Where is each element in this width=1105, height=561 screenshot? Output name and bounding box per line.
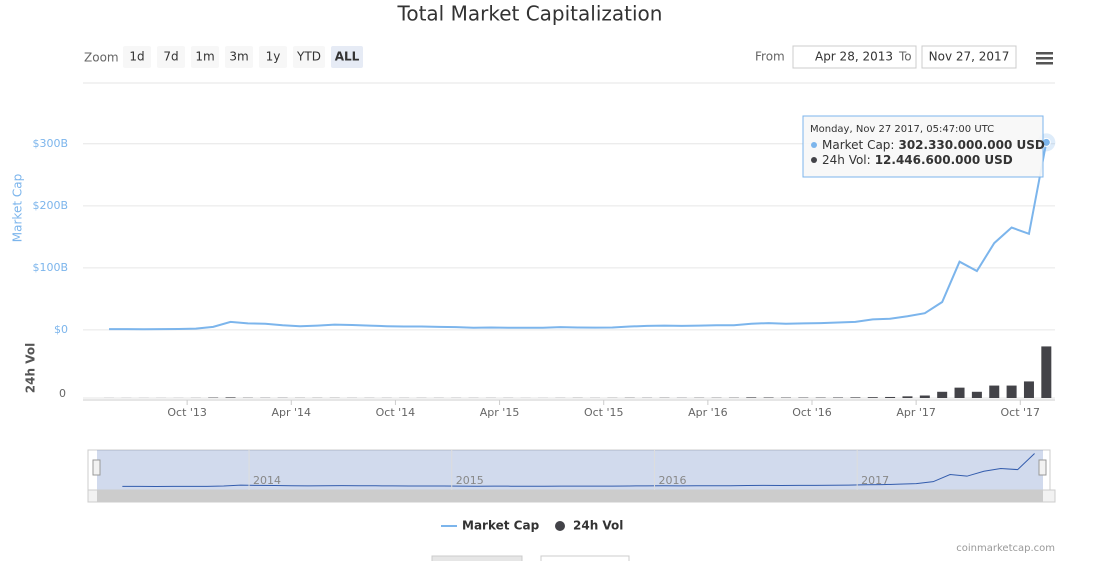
menu-bar	[1036, 57, 1053, 60]
zoom-button[interactable]	[293, 46, 325, 68]
tab[interactable]	[431, 555, 523, 561]
volume-bar	[1023, 381, 1034, 398]
volume-bar	[867, 397, 878, 398]
y-tick-label: $100B	[32, 261, 68, 274]
volume-bar	[937, 391, 948, 398]
x-tick-label: Apr '15	[480, 406, 520, 419]
tooltip-row: Market Cap: 302.330.000.000 USD	[822, 138, 1045, 152]
tooltip	[802, 115, 1044, 178]
zoom-button[interactable]	[259, 46, 287, 68]
volume-bar	[225, 397, 236, 398]
tooltip-row: 24h Vol: 12.446.600.000 USD	[822, 153, 1013, 167]
navigator-line	[122, 453, 1035, 487]
tooltip-dot	[811, 157, 817, 163]
x-tick-label: Oct '16	[792, 406, 832, 419]
to-label: To	[898, 50, 912, 64]
chart-title: Total Market Capitalization	[397, 2, 663, 26]
volume-bar	[746, 397, 757, 398]
volume-bar	[919, 395, 930, 398]
volume-bar	[902, 396, 913, 398]
legend-label[interactable]: Market Cap	[462, 519, 540, 533]
x-tick-label: Oct '14	[376, 406, 416, 419]
navigator-label: 2017	[861, 474, 889, 487]
legend-symbol[interactable]	[555, 521, 565, 531]
menu-bar	[1036, 52, 1053, 55]
y-tick-label: $200B	[32, 199, 68, 212]
line	[109, 142, 1048, 331]
tooltip-label: Market Cap:	[822, 138, 894, 152]
to-input[interactable]	[921, 45, 1017, 69]
menu-button[interactable]	[1036, 52, 1053, 65]
scrollbar-thumb[interactable]	[97, 490, 1043, 502]
navigator-handle[interactable]	[92, 459, 101, 476]
zoom-button-label[interactable]: 7d	[163, 50, 178, 64]
from-label: From	[755, 50, 785, 64]
volume-bar	[971, 391, 982, 398]
zoom-button-label[interactable]: 1m	[195, 50, 214, 64]
zoom-button-label[interactable]: ALL	[335, 50, 360, 64]
zoom-button[interactable]	[191, 46, 219, 68]
zoom-button-label[interactable]: 1y	[266, 50, 281, 64]
volume-bar	[885, 396, 896, 398]
navigator-mask[interactable]	[97, 450, 1043, 490]
navigator-label: 2014	[253, 474, 281, 487]
tooltip-value: 302.330.000.000 USD	[898, 138, 1044, 152]
volume-bar	[989, 385, 1000, 398]
x-tick-label: Oct '13	[167, 406, 207, 419]
y-tick-label: $300B	[32, 137, 68, 150]
legend-label[interactable]: 24h Vol	[573, 519, 623, 533]
zoom-button[interactable]	[225, 46, 253, 68]
y2-axis-title: 24h Vol	[24, 343, 38, 393]
x-tick-label: Apr '16	[688, 406, 728, 419]
zoom-button-label[interactable]: YTD	[296, 50, 321, 64]
x-tick-label: Oct '17	[1001, 406, 1041, 419]
from-date[interactable]: Apr 28, 2013	[815, 50, 893, 64]
y-tick-label: $0	[54, 323, 68, 336]
zoom-button-label[interactable]: 1d	[129, 50, 144, 64]
x-tick-label: Apr '17	[896, 406, 936, 419]
tooltip-label: 24h Vol:	[822, 153, 871, 167]
zoom-label: Zoom	[84, 51, 119, 65]
y-axis-title: Market Cap	[11, 174, 25, 242]
zoom-button[interactable]	[331, 46, 363, 68]
credit[interactable]: coinmarketcap.com	[956, 543, 1055, 554]
volume-bar	[1006, 385, 1017, 398]
navigator-label: 2015	[456, 474, 484, 487]
zoom-button[interactable]	[157, 46, 185, 68]
x-tick-label: Oct '15	[584, 406, 624, 419]
tab[interactable]	[540, 555, 630, 561]
menu-bar	[1036, 62, 1053, 65]
tooltip-dot	[811, 142, 817, 148]
from-input[interactable]	[792, 45, 917, 69]
y2-tick-label: 0	[59, 387, 66, 400]
volume-bar	[850, 397, 861, 398]
navigator-handle[interactable]	[1038, 459, 1047, 476]
volume-bar	[1041, 346, 1052, 398]
navigator-label: 2016	[658, 474, 686, 487]
volume-bar	[954, 387, 965, 398]
to-date[interactable]: Nov 27, 2017	[929, 50, 1010, 64]
tooltip-date: Monday, Nov 27 2017, 05:47:00 UTC	[810, 124, 994, 135]
tooltip-value: 12.446.600.000 USD	[875, 153, 1013, 167]
zoom-button[interactable]	[123, 46, 151, 68]
zoom-button-label[interactable]: 3m	[229, 50, 248, 64]
x-tick-label: Apr '14	[272, 406, 312, 419]
